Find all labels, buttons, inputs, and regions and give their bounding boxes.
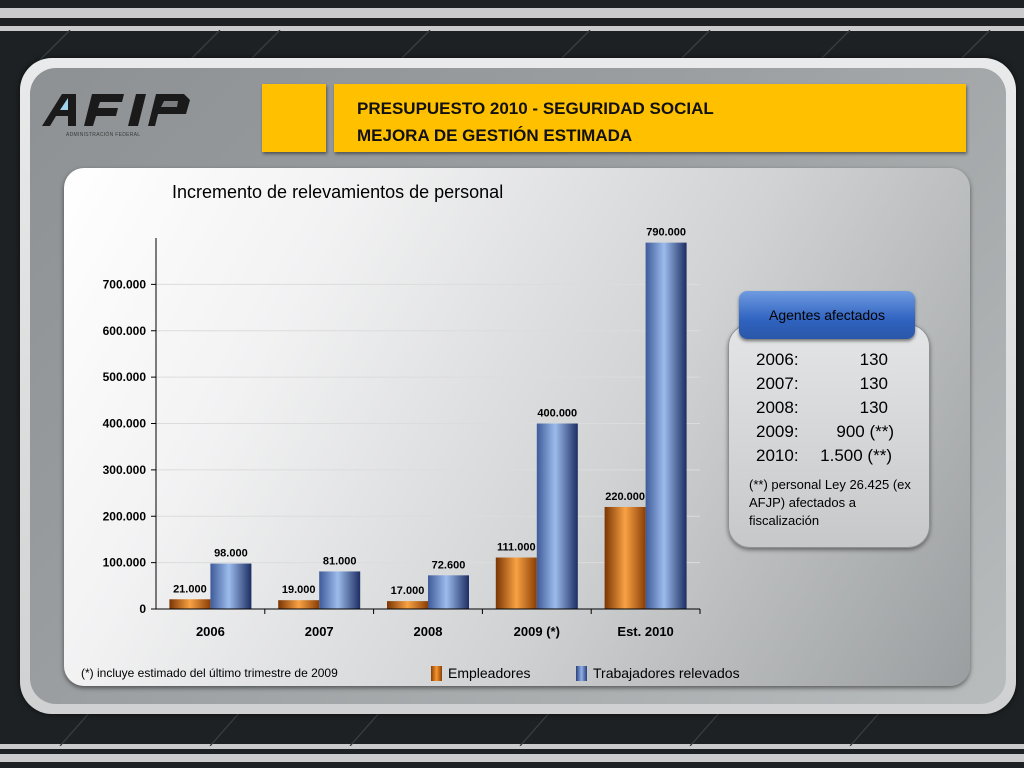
agents-panel — [728, 324, 930, 548]
agents-year: 2007: — [756, 374, 799, 393]
agents-value: 900 (**) — [836, 422, 894, 441]
agents-row: 2009: 900 (**) — [756, 422, 894, 442]
agents-value: 130 — [859, 350, 888, 369]
agents-row: 2006: 130 — [756, 350, 888, 370]
agents-year: 2009: — [756, 422, 799, 441]
agents-header-button[interactable]: Agentes afectados — [739, 291, 915, 339]
background-diagonals — [39, 30, 991, 60]
agents-row: 2010: 1.500 (**) — [756, 446, 892, 466]
agents-row: 2008: 130 — [756, 398, 888, 418]
legend-item-trabajadores: Trabajadores relevados — [576, 665, 740, 681]
header-title-bar — [334, 84, 966, 152]
bottom-stripe-thin — [0, 744, 1024, 749]
agents-value: 130 — [859, 398, 888, 417]
top-stripe — [0, 8, 1024, 18]
chart-title: Incremento de relevamientos de personal — [172, 182, 504, 202]
header-title-line1: PRESUPUESTO 2010 - SEGURIDAD SOCIAL — [357, 99, 714, 118]
legend-label-empleadores: Empleadores — [448, 665, 531, 681]
top-stripe-thin — [0, 26, 1024, 31]
bottom-stripe — [0, 754, 1024, 762]
afip-logo — [42, 94, 190, 126]
footnote: (*) incluye estimado del último trimestr… — [81, 666, 338, 680]
agents-note: (**) personal Ley 26.425 (ex AFJP) afect… — [749, 477, 911, 528]
background-diagonals-bottom — [59, 712, 881, 746]
agents-row: 2007: 130 — [756, 374, 888, 394]
agents-year: 2010: — [756, 446, 799, 465]
agents-value: 130 — [859, 374, 888, 393]
agents-year: 2008: — [756, 398, 799, 417]
logo-subtitle: ADMINISTRACIÓN FEDERAL — [66, 132, 141, 138]
legend-label-trabajadores: Trabajadores relevados — [593, 665, 740, 681]
legend-swatch-blue — [576, 665, 587, 681]
agents-value: 1.500 (**) — [820, 446, 892, 465]
legend-swatch-orange — [431, 665, 442, 681]
agents-year: 2006: — [756, 350, 799, 369]
header-title-line2: MEJORA DE GESTIÓN ESTIMADA — [357, 126, 633, 145]
legend-item-empleadores: Empleadores — [431, 665, 531, 681]
header-accent-square — [262, 84, 326, 152]
